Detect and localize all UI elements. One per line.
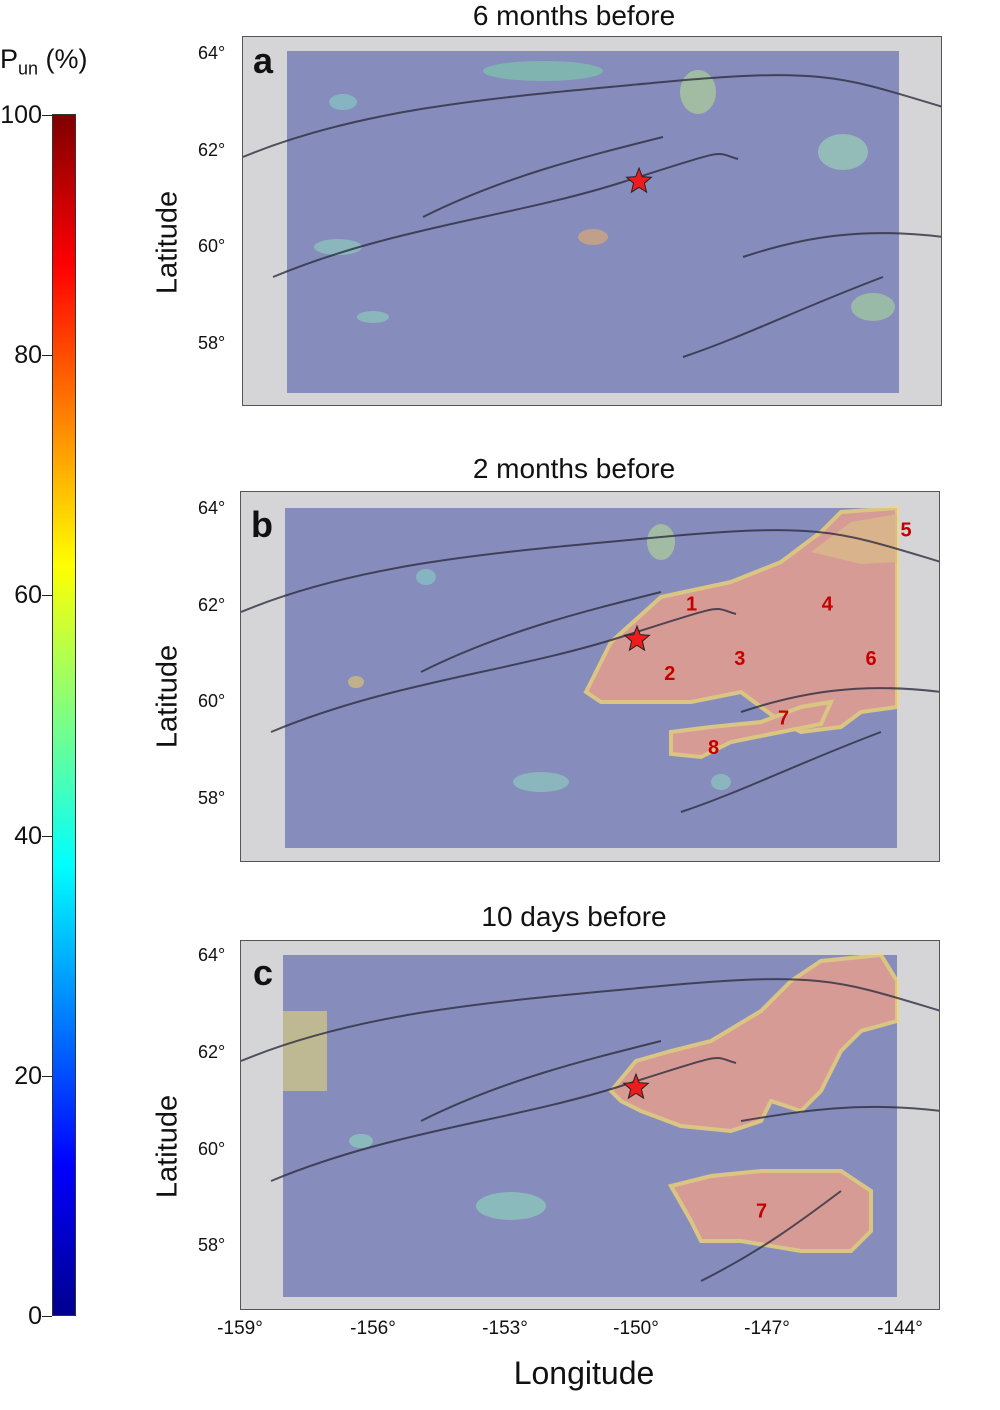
- panel-letter-b: b: [251, 504, 273, 545]
- panel-c-svg: 7 c: [241, 941, 939, 1309]
- panel-a-map: a: [242, 36, 942, 406]
- region-labels: 7: [756, 1200, 767, 1222]
- fault-lines: [241, 978, 939, 1282]
- panel-c-lat-tick: 62°: [198, 1042, 226, 1062]
- panel-c-lat-tick: 64°: [198, 945, 226, 965]
- colorbar-tick: [42, 355, 52, 356]
- panel-a-svg: a: [243, 37, 941, 405]
- region-label: 7: [778, 708, 789, 730]
- colorbar-tick-label: 20: [14, 1062, 42, 1090]
- panel-c-lat-tick: 58°: [198, 1235, 226, 1255]
- epicenter-star: [622, 1072, 650, 1100]
- high-probability-areas: [608, 952, 899, 1253]
- panel-c-title: 10 days before: [481, 901, 667, 932]
- panel-a-lat-tick: 62°: [198, 140, 226, 160]
- panel-c-lat-tick: 60°: [198, 1139, 226, 1159]
- epicenter-star: [625, 166, 653, 194]
- colorbar-tick: [42, 836, 52, 837]
- lon-tick: -159°: [217, 1318, 263, 1339]
- low-probability-patches: [314, 61, 895, 323]
- colorbar-tick: [42, 115, 52, 116]
- panel-b-lat-tick: 60°: [198, 691, 226, 711]
- panel-b-lat-tick: 62°: [198, 595, 226, 615]
- fault-lines: [243, 74, 941, 358]
- panel-a-lat-tick: 64°: [198, 43, 226, 63]
- region-labels: 1 2 3 4 5 6 7 8: [664, 520, 911, 760]
- colorbar-tick-label: 60: [14, 581, 42, 609]
- lon-tick: -147°: [744, 1318, 790, 1339]
- lon-tick: -153°: [482, 1318, 528, 1339]
- panel-b-lat-tick: 64°: [198, 498, 226, 518]
- panel-letter-a: a: [253, 40, 274, 81]
- panel-b-title: 2 months before: [472, 453, 676, 484]
- region-label: 8: [708, 737, 719, 759]
- colorbar-tick-label: 40: [14, 822, 42, 850]
- low-probability-patches: [283, 1011, 546, 1220]
- fault-lines: [241, 529, 939, 813]
- region-label: 4: [822, 594, 834, 616]
- probability-grid: [287, 51, 899, 393]
- region-label: 5: [900, 520, 911, 542]
- panel-a-lat-tick: 58°: [198, 333, 226, 353]
- panel-a-ylabel: Latitude: [151, 190, 184, 295]
- lon-tick: -156°: [350, 1318, 396, 1339]
- panel-c-map: 7 c: [240, 940, 940, 1310]
- region-label: 3: [734, 648, 745, 670]
- region-label: 6: [865, 648, 876, 670]
- high-probability-areas: [583, 505, 899, 760]
- colorbar-tick-label: 80: [14, 341, 42, 369]
- panel-b-ylabel: Latitude: [151, 644, 184, 749]
- region-label: 1: [686, 594, 697, 616]
- colorbar: [52, 114, 76, 1316]
- region-label: 2: [664, 663, 675, 685]
- panel-b-lat-tick: 58°: [198, 788, 226, 808]
- colorbar-tick: [42, 1316, 52, 1317]
- lon-tick: -150°: [613, 1318, 659, 1339]
- panel-b-map: 1 2 3 4 5 6 7 8 b: [240, 491, 940, 862]
- colorbar-tick: [42, 1076, 52, 1077]
- panel-a-title: 6 months before: [472, 0, 676, 31]
- colorbar-tick-label: 100: [0, 101, 42, 129]
- colorbar-title: Pun (%): [0, 44, 88, 79]
- region-label: 7: [756, 1200, 767, 1222]
- lon-tick: -144°: [877, 1318, 923, 1339]
- panel-b-svg: 1 2 3 4 5 6 7 8 b: [241, 492, 939, 861]
- colorbar-tick-label: 0: [28, 1302, 42, 1330]
- x-axis-title: Longitude: [513, 1355, 655, 1391]
- colorbar-ticks: 0 20 40 60 80 100: [0, 0, 90, 1410]
- panel-c-ylabel: Latitude: [151, 1094, 184, 1199]
- epicenter-star: [623, 624, 651, 652]
- colorbar-tick: [42, 595, 52, 596]
- panel-a-lat-tick: 60°: [198, 236, 226, 256]
- panel-letter-c: c: [253, 952, 273, 993]
- low-probability-patches: [348, 524, 731, 792]
